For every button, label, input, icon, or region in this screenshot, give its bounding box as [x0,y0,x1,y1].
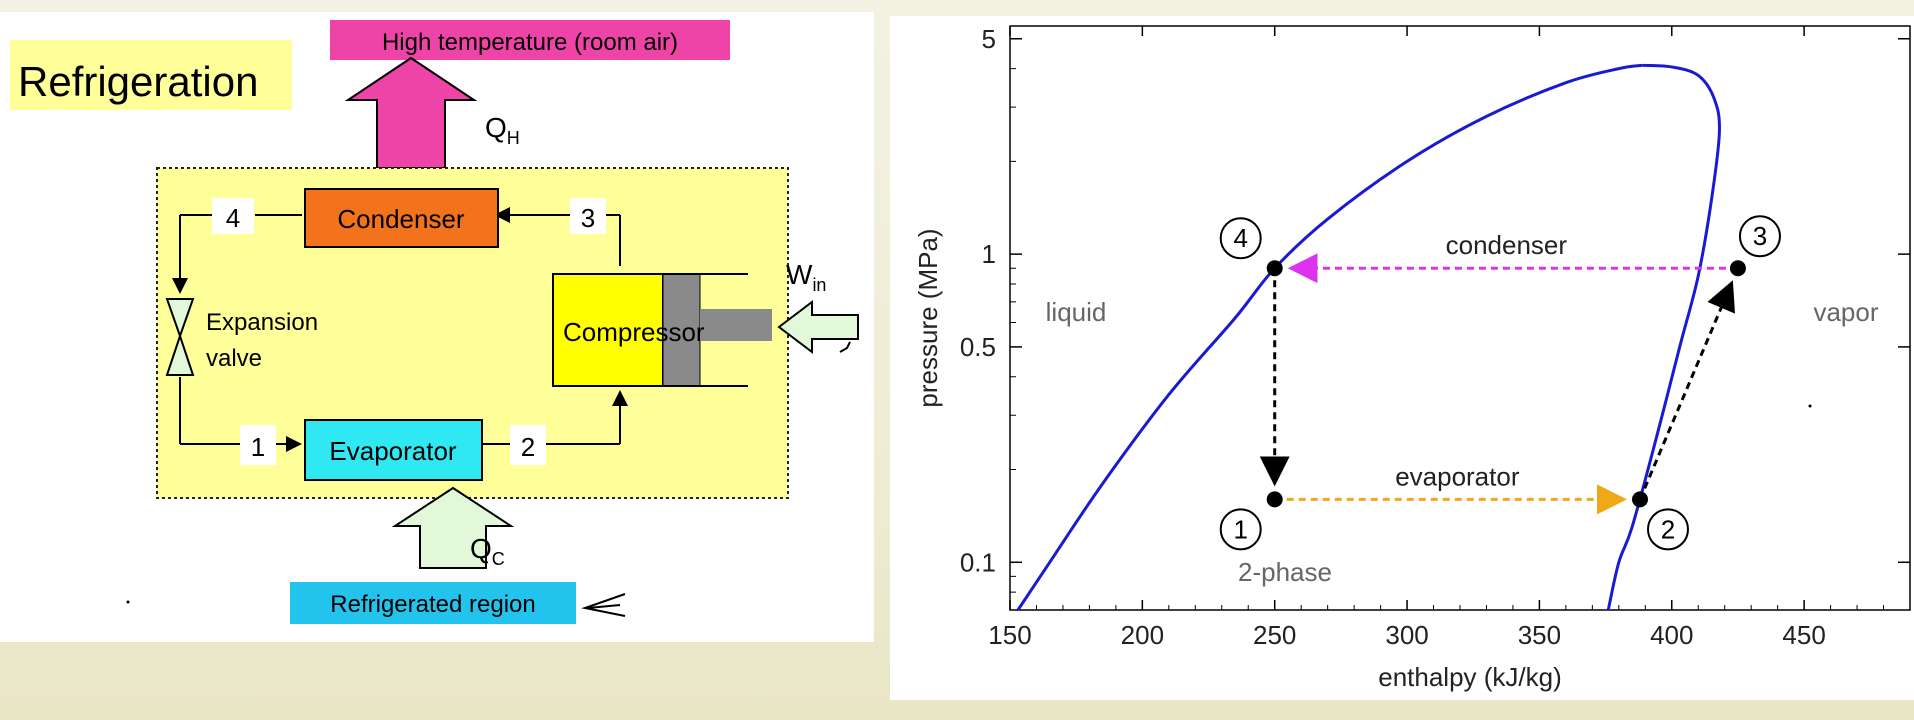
evaporator-label: Evaporator [329,436,457,466]
state-marker-2 [1647,508,1689,551]
region-label-liquid: liquid [1046,297,1107,327]
condenser-box [304,188,499,248]
win-arrow [777,299,859,355]
state-marker-4 [1219,217,1262,260]
win-label: Win [786,259,826,295]
y-tick-label: 0.5 [960,332,996,362]
x-tick-label: 400 [1650,620,1693,650]
x-tick-label: 200 [1121,620,1164,650]
state-points: 1 2 3 4 [1219,215,1781,551]
refrigerated-region-box [290,582,576,624]
pen-mark [839,341,851,353]
refrigeration-diagram-panel: Refrigeration High temperature (room air… [0,12,874,642]
condenser-label: Condenser [337,204,465,234]
state-2-label: 2 [521,432,535,462]
plot-frame [1009,25,1911,611]
expansion-valve-label-1: Expansion [206,309,318,336]
state-marker-3 [1738,215,1781,258]
state-marker-label-3: 3 [1753,221,1767,251]
state-point-2 [1632,491,1648,508]
state-3-box [570,198,606,234]
state-marker-label-2: 2 [1661,514,1675,544]
state-point-3 [1729,260,1746,277]
x-tick-label: 250 [1253,620,1296,650]
x-tick-label: 350 [1518,620,1561,650]
process-lines: evaporator condenser [1259,230,1735,515]
qc-arrow [391,486,515,569]
saturated-vapor-line [1606,63,1721,611]
state-marker-label-1: 1 [1233,514,1247,544]
compressor-piston [662,273,701,387]
state-1-label: 1 [251,432,265,462]
expansion-valve-bottom [165,332,195,376]
state-marker-label-4: 4 [1233,223,1247,253]
y-tick-label: 5 [982,24,996,54]
stray-dot [1808,404,1812,408]
state-marker-1 [1219,508,1262,551]
x-axis-label: enthalpy (kJ/kg) [1378,662,1562,692]
y-tick-label: 0.1 [960,547,996,577]
y-tick-label: 1 [982,239,996,269]
qh-arrow [344,56,478,169]
state-4-box [212,198,254,234]
refrigerated-region-label: Refrigerated region [330,591,535,618]
y-axis-label: pressure (MPa) [913,228,943,407]
compressor-rod [700,309,772,341]
x-tick-label: 150 [988,620,1031,650]
process-2-3 [1643,280,1735,489]
qc-label: QC [470,533,505,569]
state-4-label: 4 [226,203,240,233]
y-axis-ticks: 0.1 0.5 1 5 [960,24,1910,593]
saturated-liquid-line [1016,63,1643,611]
process-label-evaporator: evaporator [1395,461,1520,491]
pen-arrow-mark [581,593,626,617]
x-axis-ticks: 150 200 250 300 350 400 450 [988,26,1911,650]
compressor-label: Compressor [563,317,705,347]
title-background [10,40,292,110]
state-3-label: 3 [581,203,595,233]
state-1-box [240,425,276,465]
high-temperature-box [330,20,730,60]
piping [172,207,628,452]
evaporator-box [304,419,483,481]
refrigeration-diagram: Refrigeration High temperature (room air… [10,20,859,624]
ph-chart: 150 200 250 300 350 400 450 0.1 0.5 1 5 evaporato… [913,24,1911,692]
pen-dot [126,600,130,604]
ph-chart-panel: 150 200 250 300 350 400 450 0.1 0.5 1 5 evaporato… [890,16,1914,700]
state-point-4 [1266,260,1283,277]
expansion-valve-label-2: valve [206,345,262,372]
diagram-title: Refrigeration [18,58,258,105]
state-2-box [510,425,546,465]
region-label-2-phase: 2-phase [1238,557,1332,587]
high-temperature-label: High temperature (room air) [382,29,678,56]
x-tick-label: 300 [1385,620,1428,650]
qh-label: QH [485,112,520,148]
expansion-valve-top [165,298,195,340]
process-label-condenser: condenser [1446,230,1568,260]
x-tick-label: 450 [1782,620,1825,650]
region-label-vapor: vapor [1813,297,1878,327]
state-point-1 [1266,491,1283,508]
